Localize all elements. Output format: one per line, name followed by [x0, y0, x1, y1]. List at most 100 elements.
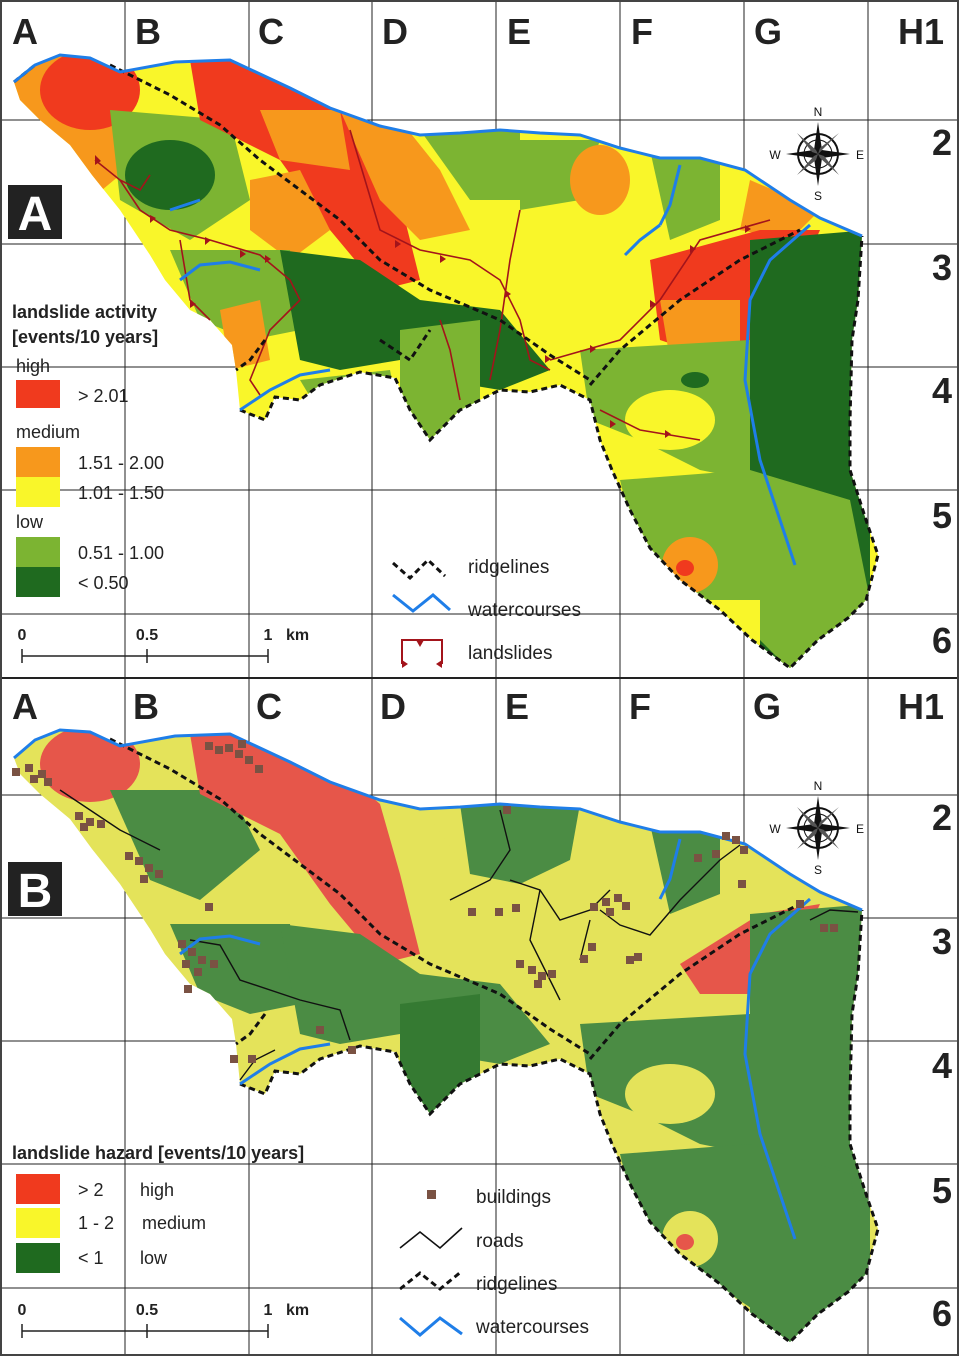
col-label-c: C [258, 11, 284, 52]
row-label-3: 3 [932, 921, 952, 962]
row-label-5: 5 [932, 1170, 952, 1211]
panel-b-buildings [12, 740, 838, 1063]
legend-a-label-lightgreen: 0.51 - 1.00 [78, 543, 164, 563]
legend-a-ridgelines: ridgelines [468, 557, 549, 578]
col-label-g: G [753, 686, 781, 727]
col-label-b: B [135, 11, 161, 52]
legend-b-ridgelines: ridgelines [476, 1274, 557, 1295]
panel-a-legend: landslide activity [events/10 years] hig… [12, 302, 164, 597]
legend-b-label-medium: medium [142, 1213, 206, 1233]
legend-a-swatch-yellow [16, 477, 60, 507]
legend-a-swatch-orange [16, 447, 60, 477]
panel-b-badge-box [8, 862, 62, 916]
row-label-6: 6 [932, 620, 952, 661]
legend-b-swatch-yellow [16, 1208, 60, 1238]
panel-a-landslide-markers [95, 155, 751, 438]
legend-b-value-high: > 2 [78, 1180, 104, 1200]
legend-a-swatch-lightgreen [16, 537, 60, 567]
compass-w: W [769, 822, 781, 836]
watercourse-symbol [392, 593, 451, 613]
legend-a-swatch-darkgreen [16, 567, 60, 597]
zone-darkgreen [125, 140, 215, 210]
panel-a-scale-bar: 0 0.5 1 km [18, 627, 309, 663]
hazard-red [676, 1234, 694, 1250]
scale-a-tick-0: 0 [18, 627, 27, 644]
legend-b-buildings: buildings [476, 1187, 551, 1208]
zone-red [676, 560, 694, 576]
panel-b-column-labels: A B C D E F G H1 [12, 686, 944, 727]
panel-b-scale-bar: 0 0.5 1 km [18, 1302, 309, 1338]
legend-b-swatch-darkgreen [16, 1243, 60, 1273]
legend-a-group-low: low [16, 512, 44, 532]
compass-n: N [814, 779, 823, 793]
col-label-d: D [382, 11, 408, 52]
scale-a-tick-1: 1 [264, 627, 273, 644]
zone-orange [260, 110, 350, 170]
col-label-h1: H1 [898, 11, 944, 52]
panel-a: A B C D E F G H1 2 3 4 5 6 A [2, 2, 957, 679]
zone-orange [340, 110, 470, 240]
col-label-e: E [507, 11, 531, 52]
building-symbol [427, 1190, 436, 1199]
zone-lightgreen [620, 470, 870, 668]
hazard-green [620, 1144, 870, 1342]
legend-a-title-line1: landslide activity [12, 302, 157, 322]
panel-b-legend: landslide hazard [events/10 years] > 2 h… [12, 1143, 304, 1273]
hazard-green [650, 824, 720, 914]
ridgeline-symbol [399, 1269, 463, 1291]
col-label-b: B [133, 686, 159, 727]
panel-a-symbol-legend: ridgelines watercourses landslides [392, 557, 581, 668]
zone-darkgreen [280, 250, 550, 390]
road-symbol [399, 1227, 463, 1250]
row-label-6: 6 [932, 1293, 952, 1334]
col-label-a: A [12, 11, 38, 52]
hazard-green [460, 804, 580, 884]
col-label-f: F [629, 686, 651, 727]
compass-s: S [814, 189, 822, 203]
compass-rose-icon: N S W E [769, 779, 864, 877]
zone-yellow [625, 390, 715, 450]
zone-orange [250, 170, 330, 260]
legend-b-value-medium: 1 - 2 [78, 1213, 114, 1233]
legend-a-label-yellow: 1.01 - 1.50 [78, 483, 164, 503]
hazard-yellow [625, 1064, 715, 1124]
zone-orange [570, 145, 630, 215]
row-label-2: 2 [932, 797, 952, 838]
row-label-5: 5 [932, 495, 952, 536]
legend-b-title: landslide hazard [events/10 years] [12, 1143, 304, 1163]
zone-lightgreen [650, 150, 720, 240]
legend-b-label-low: low [140, 1248, 168, 1268]
legend-a-title-line2: [events/10 years] [12, 327, 158, 347]
compass-w: W [769, 148, 781, 162]
zone-orange [740, 180, 820, 240]
row-label-4: 4 [932, 1045, 952, 1086]
scale-a-unit: km [286, 627, 309, 644]
watercourse-symbol [399, 1316, 463, 1337]
legend-a-group-medium: medium [16, 422, 80, 442]
compass-e: E [856, 148, 864, 162]
col-label-g: G [754, 11, 782, 52]
scale-b-unit: km [286, 1302, 309, 1319]
legend-a-group-high: high [16, 356, 50, 376]
panel-a-badge: A [18, 188, 53, 241]
col-label-a: A [12, 686, 38, 727]
panel-b-symbol-legend: buildings roads ridgelines watercourses [399, 1187, 589, 1338]
col-label-h1: H1 [898, 686, 944, 727]
scale-b-tick-1: 1 [264, 1302, 273, 1319]
panel-b-row-labels: 2 3 4 5 6 [932, 797, 952, 1334]
panel-b-ridgelines [109, 737, 880, 1344]
row-label-3: 3 [932, 247, 952, 288]
col-label-f: F [631, 11, 653, 52]
legend-a-label-orange: 1.51 - 2.00 [78, 453, 164, 473]
ridgeline-symbol [392, 557, 447, 581]
panel-a-row-labels: 2 3 4 5 6 [932, 122, 952, 661]
legend-a-swatch-red [16, 380, 60, 408]
zone-lightgreen [420, 130, 520, 200]
panel-b-badge: B [18, 865, 53, 918]
compass-rose-icon: N S W E [769, 105, 864, 203]
panel-a-landslides [94, 129, 771, 441]
compass-e: E [856, 822, 864, 836]
scale-b-tick-05: 0.5 [136, 1302, 158, 1319]
hazard-green [110, 790, 260, 900]
